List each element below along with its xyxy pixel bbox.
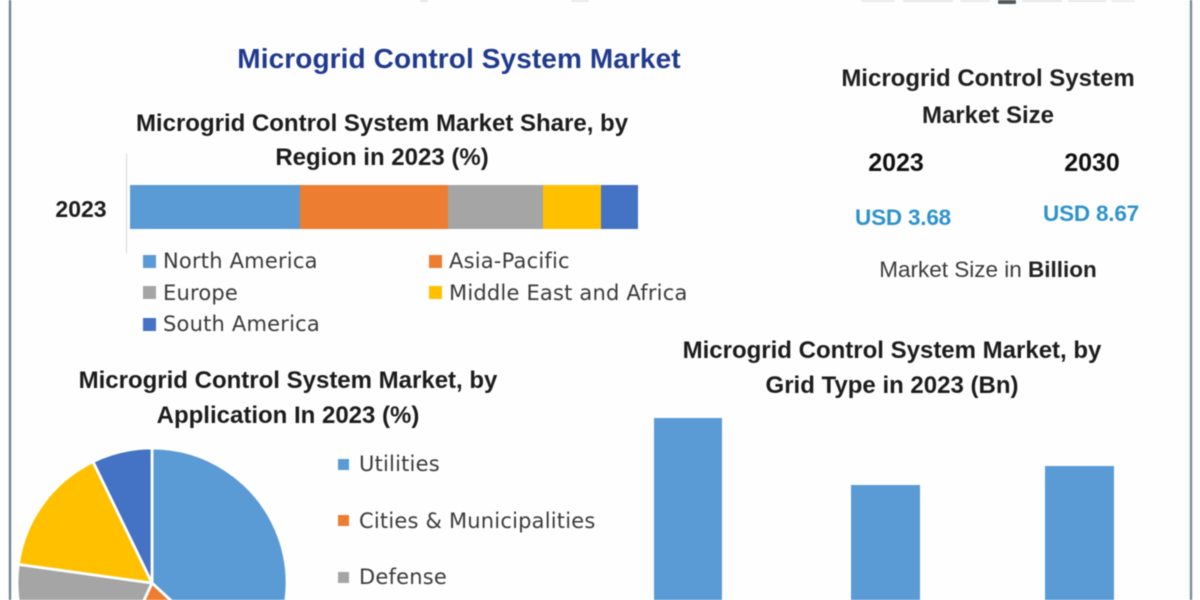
market-size-footnote: Market Size in Billion <box>838 257 1138 283</box>
legend-item-north-america: North America <box>143 249 429 273</box>
bar-segment-middle-east-and-africa <box>542 185 602 229</box>
market-size-footnote-regular: Market Size in <box>879 257 1029 282</box>
legend-label: Cities & Municipalities <box>359 508 596 533</box>
cropped-text-mark <box>861 0 895 2</box>
legend-swatch <box>143 317 156 331</box>
left-border-line <box>8 0 11 600</box>
market-size-value-2030: USD 8.67 <box>1043 201 1139 226</box>
application-chart-title: Microgrid Control System Market, by Appl… <box>58 364 518 433</box>
legend-swatch <box>143 254 156 268</box>
region-chart-title: Microgrid Control System Market Share, b… <box>134 107 630 175</box>
region-chart-axis-label: 2023 <box>55 196 107 222</box>
grid-type-bar-3 <box>1045 466 1114 600</box>
legend-label: Europe <box>163 280 239 305</box>
application-chart-legend: Utilities Cities & Municipalities Defense <box>338 452 596 589</box>
pie-slice-unlabeled <box>91 446 154 585</box>
legend-label: Defense <box>359 565 447 589</box>
legend-swatch <box>429 286 442 299</box>
cropped-text-mark <box>1068 0 1106 2</box>
legend-label: Middle East and Africa <box>449 280 688 305</box>
bar-segment-south-america <box>601 185 638 229</box>
market-size-footnote-bold: Billion <box>1028 257 1097 282</box>
cropped-text-mark <box>1022 0 1062 2</box>
cropped-text-mark <box>998 0 1016 4</box>
legend-item-utilities: Utilities <box>338 452 596 476</box>
grid-type-bar-1 <box>654 418 722 600</box>
pie-slice-unlabeled <box>16 460 154 585</box>
legend-item-south-america: South America <box>143 312 429 336</box>
region-chart-title-line2: Region in 2023 (%) <box>275 144 489 171</box>
bar-segment-asia-pacific <box>300 185 448 229</box>
region-chart-title-line1: Microgrid Control System Market Share, b… <box>135 110 629 137</box>
cropped-text-mark <box>1111 0 1135 2</box>
page-title: Microgrid Control System Market <box>237 43 681 74</box>
application-chart-title-line1: Microgrid Control System Market, by <box>78 367 498 394</box>
legend-label: Utilities <box>359 452 440 476</box>
application-chart-title-line2: Application In 2023 (%) <box>156 401 420 429</box>
legend-item-cities-municipalities: Cities & Municipalities <box>338 508 596 533</box>
legend-label: South America <box>163 312 320 336</box>
market-size-title-line1: Microgrid Control System <box>841 65 1135 92</box>
grid-type-bar-2 <box>851 485 920 600</box>
market-size-title: Microgrid Control System Market Size <box>838 60 1138 134</box>
legend-item-asia-pacific: Asia-Pacific <box>429 249 715 273</box>
region-chart-legend: North America Asia-Pacific Europe Middle Ea… <box>143 249 687 336</box>
grid-type-chart-title: Microgrid Control System Market, by Grid… <box>662 333 1122 403</box>
cropped-text-mark <box>420 0 428 2</box>
legend-row: Europe Middle East and Africa <box>143 280 687 305</box>
pie-slice-defense <box>15 563 154 600</box>
market-size-year-2030: 2030 <box>1064 149 1120 177</box>
market-size-value-2023: USD 3.68 <box>855 205 951 230</box>
legend-item-middle-east-and-africa: Middle East and Africa <box>429 280 715 305</box>
market-size-year-2023: 2023 <box>868 149 924 177</box>
legend-swatch <box>429 254 442 268</box>
legend-item-europe: Europe <box>143 280 429 305</box>
legend-swatch <box>143 286 156 299</box>
legend-swatch <box>338 458 349 470</box>
cropped-text-mark <box>903 0 953 2</box>
legend-label: North America <box>163 249 318 273</box>
legend-row: South America <box>143 312 663 336</box>
legend-item-defense: Defense <box>338 565 596 589</box>
legend-label: Asia-Pacific <box>449 249 570 273</box>
grid-type-chart-title-line2: Grid Type in 2023 (Bn) <box>765 371 1019 399</box>
pie-slice-utilities <box>150 446 289 600</box>
legend-swatch <box>338 515 349 526</box>
market-size-title-line2: Market Size <box>921 102 1055 129</box>
region-stacked-bar <box>130 185 638 229</box>
bar-segment-europe <box>447 185 543 229</box>
legend-row: North America Asia-Pacific <box>143 249 663 273</box>
cropped-text-mark <box>960 0 990 2</box>
cropped-text-mark <box>571 0 589 2</box>
legend-swatch <box>338 571 349 583</box>
application-pie <box>15 446 289 600</box>
right-border-line <box>1190 0 1192 600</box>
grid-type-chart-title-line1: Microgrid Control System Market, by <box>682 336 1102 364</box>
region-chart-axis-line <box>125 153 127 253</box>
bar-segment-north-america <box>130 185 301 229</box>
